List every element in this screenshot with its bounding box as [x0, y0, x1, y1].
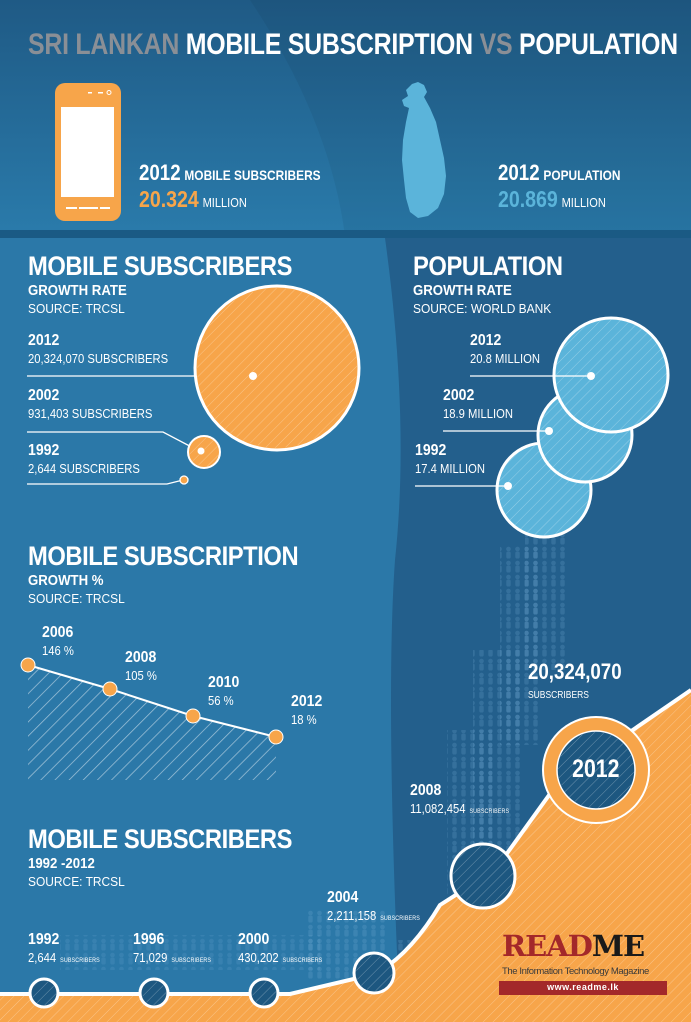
- timeline-item-1992: 1992 2,644 SUBSCRIBERS: [28, 931, 108, 967]
- readme-tagline: The Information Technology Magazine: [502, 966, 649, 977]
- readme-logo: README: [502, 929, 645, 963]
- mobile-growth-item-1992: 1992 2,644 SUBSCRIBERS: [28, 442, 152, 478]
- timeline-item-2004: 2004 2,211,158 SUBSCRIBERS: [327, 889, 430, 925]
- hero-mobile-stat: 2012 MOBILE SUBSCRIBERS 20.324 MILLION: [139, 160, 353, 213]
- item-unit: SUBSCRIBERS: [380, 916, 420, 922]
- hero-population-year: 2012: [498, 160, 540, 185]
- population-item-1992: 1992 17.4 MILLION: [415, 442, 493, 478]
- item-year: 2004: [327, 889, 359, 906]
- timeline-markers: [28, 716, 650, 1009]
- timeline-item-2000: 2000 430,202 SUBSCRIBERS: [238, 931, 332, 967]
- section-title: POPULATION: [413, 251, 563, 281]
- logo-me: ME: [591, 929, 645, 963]
- section-source: SOURCE: TRCSL: [28, 301, 125, 316]
- page-title: SRI LANKAN MOBILE SUBSCRIPTION VS POPULA…: [28, 28, 691, 62]
- item-year: 1996: [133, 931, 165, 948]
- badge-year: 2012: [572, 755, 620, 783]
- title-part3: VS: [479, 28, 513, 61]
- section-subtitle: GROWTH RATE: [28, 282, 127, 299]
- growth-point-2008: 2008 105 %: [125, 649, 161, 685]
- point-value: 146 %: [42, 644, 74, 658]
- smartphone-icon: [55, 83, 121, 221]
- mobile-growth-item-2002: 2002 931,403 SUBSCRIBERS: [28, 387, 166, 423]
- hero-population-label: POPULATION: [543, 167, 621, 183]
- item-year: 2000: [238, 931, 270, 948]
- population-item-2002: 2002 18.9 MILLION: [443, 387, 521, 423]
- section-title: MOBILE SUBSCRIBERS: [28, 824, 293, 854]
- hero-mobile-value: 20.324: [139, 186, 199, 212]
- logo-read: READ: [502, 929, 593, 963]
- item-value: 2,644 SUBSCRIBERS: [28, 462, 140, 476]
- item-unit: SUBSCRIBERS: [282, 958, 323, 964]
- growth-point-2012: 2012 18 %: [291, 693, 327, 729]
- point-value: 105 %: [125, 669, 157, 683]
- population-growth-header: POPULATION GROWTH RATE SOURCE: WORLD BAN…: [413, 251, 583, 318]
- item-value: 11,082,454: [410, 802, 466, 816]
- mobile-growth-header: MOBILE SUBSCRIBERS GROWTH RATE SOURCE: T…: [28, 251, 328, 318]
- highlight-unit: SUBSCRIBERS: [528, 690, 589, 701]
- population-item-2012: 2012 20.8 MILLION: [470, 332, 548, 368]
- item-year: 1992: [415, 442, 447, 459]
- title-part4: POPULATION: [518, 28, 678, 61]
- section-subtitle: GROWTH RATE: [413, 282, 512, 299]
- item-value: 2,211,158: [327, 909, 377, 923]
- item-year: 2012: [470, 332, 502, 349]
- title-part2: MOBILE SUBSCRIPTION: [185, 28, 473, 61]
- growth-point-2006: 2006 146 %: [42, 624, 78, 660]
- highlight-value: 20,324,070: [528, 659, 622, 684]
- section-source: SOURCE: TRCSL: [28, 591, 125, 606]
- section-subtitle: 1992 -2012: [28, 855, 95, 872]
- item-value: 2,644: [28, 951, 57, 965]
- item-value: 17.4 MILLION: [415, 462, 486, 476]
- readme-url[interactable]: www.readme.lk: [547, 982, 619, 992]
- hero-population-stat: 2012 POPULATION 20.869 MILLION: [498, 160, 642, 213]
- item-value: 71,029: [133, 951, 168, 965]
- growth-point-2010: 2010 56 %: [208, 674, 244, 710]
- item-year: 2002: [443, 387, 475, 404]
- item-value: 931,403 SUBSCRIBERS: [28, 407, 153, 421]
- point-year: 2006: [42, 624, 74, 641]
- subscription-growth-header: MOBILE SUBSCRIPTION GROWTH % SOURCE: TRC…: [28, 541, 335, 608]
- item-value: 18.9 MILLION: [443, 407, 514, 421]
- item-unit: SUBSCRIBERS: [171, 958, 212, 964]
- point-value: 18 %: [291, 713, 317, 727]
- item-year: 2002: [28, 387, 60, 404]
- item-unit: SUBSCRIBERS: [469, 809, 510, 815]
- item-year: 1992: [28, 442, 60, 459]
- item-year: 2012: [28, 332, 60, 349]
- hero-mobile-year: 2012: [139, 160, 181, 185]
- title-part1: SRI LANKAN: [28, 28, 180, 61]
- item-year: 2008: [410, 782, 442, 799]
- point-year: 2008: [125, 649, 157, 666]
- hero-population-value: 20.869: [498, 186, 558, 212]
- section-title: MOBILE SUBSCRIPTION: [28, 541, 299, 571]
- hero-mobile-label: MOBILE SUBSCRIBERS: [184, 167, 321, 183]
- item-value: 430,202: [238, 951, 279, 965]
- point-year: 2012: [291, 693, 323, 710]
- item-year: 1992: [28, 931, 60, 948]
- point-value: 56 %: [208, 694, 234, 708]
- timeline-header: MOBILE SUBSCRIBERS 1992 -2012 SOURCE: TR…: [28, 824, 328, 891]
- item-unit: SUBSCRIBERS: [60, 958, 100, 964]
- timeline-item-1996: 1996 71,029 SUBSCRIBERS: [133, 931, 220, 967]
- section-title: MOBILE SUBSCRIBERS: [28, 251, 293, 281]
- point-year: 2010: [208, 674, 240, 691]
- section-source: SOURCE: TRCSL: [28, 874, 125, 889]
- highlight-total: 20,324,070 SUBSCRIBERS: [528, 659, 638, 703]
- section-subtitle: GROWTH %: [28, 572, 104, 589]
- item-value: 20.8 MILLION: [470, 352, 541, 366]
- section-source: SOURCE: WORLD BANK: [413, 301, 552, 316]
- mobile-growth-item-2012: 2012 20,324,070 SUBSCRIBERS: [28, 332, 184, 368]
- item-value: 20,324,070 SUBSCRIBERS: [28, 352, 169, 366]
- hero-mobile-unit: MILLION: [202, 195, 247, 210]
- hero-population-unit: MILLION: [561, 195, 606, 210]
- sri-lanka-map-icon: [402, 82, 446, 218]
- timeline-item-2008: 2008 11,082,454 SUBSCRIBERS: [410, 782, 520, 818]
- highlight-year-badge: 2012: [557, 755, 635, 784]
